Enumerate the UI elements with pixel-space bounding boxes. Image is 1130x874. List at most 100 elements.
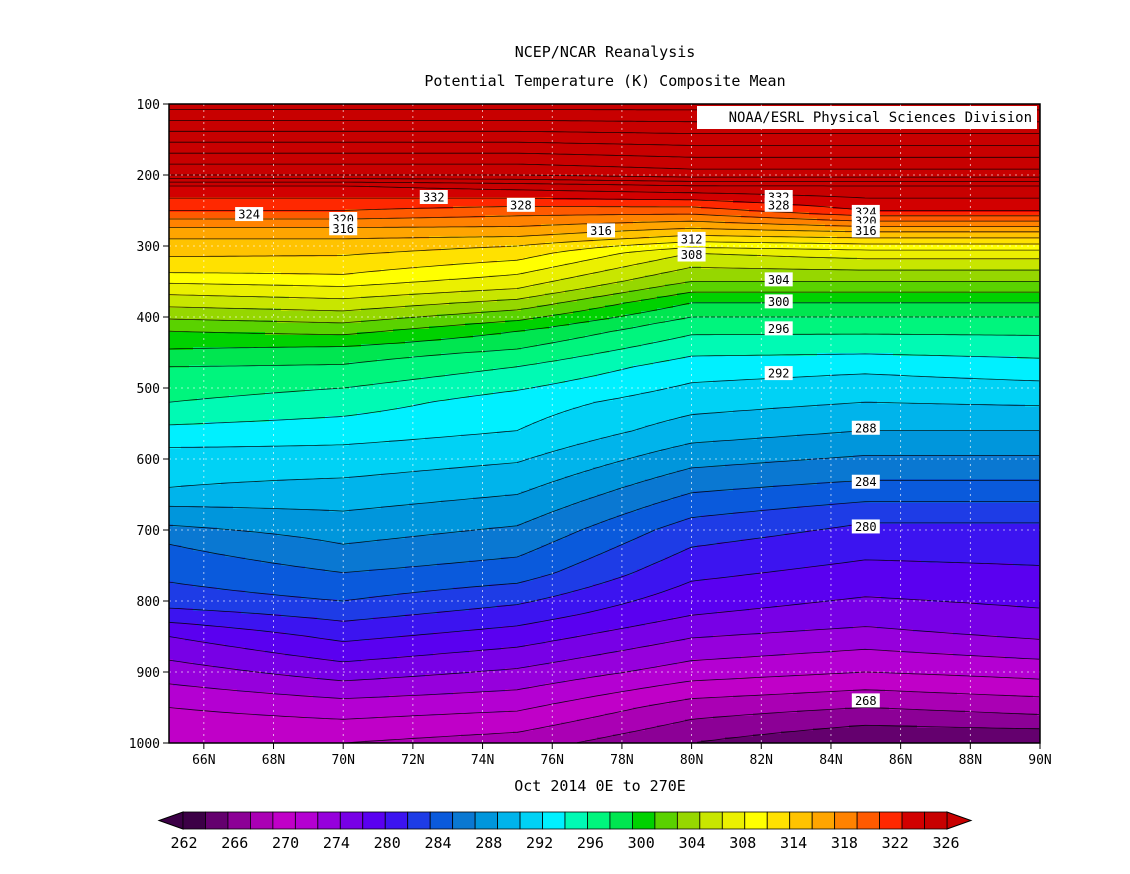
x-tick-label: 78N xyxy=(610,753,633,768)
y-tick-label: 200 xyxy=(137,169,160,184)
contour-label-text: 268 xyxy=(855,694,877,708)
x-tick-label: 88N xyxy=(959,753,982,768)
contour-label-text: 308 xyxy=(681,248,703,262)
colorbar-swatch xyxy=(362,811,386,830)
x-tick-label: 82N xyxy=(750,753,773,768)
y-tick-label: 700 xyxy=(137,524,160,539)
contour-label: 316 xyxy=(587,223,616,238)
colorbar-swatch xyxy=(272,811,296,830)
contour-label: 304 xyxy=(764,272,793,287)
colorbar-swatch xyxy=(811,811,836,830)
colorbar-swatch xyxy=(339,811,364,830)
colorbar-swatch xyxy=(429,811,454,830)
contour-label-text: 328 xyxy=(768,198,790,212)
colorbar-swatch xyxy=(182,811,206,830)
contour-label: 296 xyxy=(764,321,793,336)
chart-subtitle: Potential Temperature (K) Composite Mean xyxy=(424,72,785,90)
contour-labels: 324 3203163323283163123083323283043002962… xyxy=(235,190,880,708)
contour-label: 300 xyxy=(764,294,793,309)
colorbar-tick-label: 308 xyxy=(729,834,756,852)
colorbar-swatch xyxy=(766,811,791,830)
contour-label: 292 xyxy=(764,366,793,381)
colorbar-swatch xyxy=(497,811,521,830)
x-tick-label: 76N xyxy=(540,753,563,768)
contour-label-text: 288 xyxy=(855,421,877,435)
colorbar-swatch xyxy=(789,811,813,830)
y-tick-label: 300 xyxy=(137,240,160,255)
contour-label: 332 xyxy=(419,190,448,205)
contour-label: 312 xyxy=(677,231,706,246)
contour-label-text: 324 xyxy=(238,208,260,222)
colorbar-swatch xyxy=(205,811,229,830)
colorbar-swatch xyxy=(250,811,274,830)
x-tick-label: 66N xyxy=(192,753,215,768)
colorbar-tick-label: 300 xyxy=(628,834,655,852)
colorbar-tick-label: 284 xyxy=(424,834,451,852)
y-tick-label: 800 xyxy=(137,595,160,610)
y-tick-label: 900 xyxy=(137,666,160,681)
contour-label-text: 300 xyxy=(768,295,790,309)
x-tick-label: 72N xyxy=(401,753,424,768)
colorbar-swatch xyxy=(744,811,768,830)
contour-label: 280 xyxy=(851,519,880,534)
contour-label-text: 284 xyxy=(855,475,877,489)
colorbar-tick-label: 304 xyxy=(678,834,705,852)
contour-label-text: 316 xyxy=(855,224,877,238)
colorbar-swatch xyxy=(474,811,498,830)
y-tick-label: 600 xyxy=(137,453,160,468)
colorbar-swatch xyxy=(317,811,341,830)
colorbar-swatch xyxy=(654,811,678,830)
x-axis-label: Oct 2014 0E to 270E xyxy=(514,777,686,795)
colorbar-tick-label: 322 xyxy=(882,834,909,852)
contour-label-text: 332 xyxy=(423,191,445,205)
colorbar-swatch xyxy=(834,811,858,830)
y-tick-label: 400 xyxy=(137,311,160,326)
x-tick-label: 86N xyxy=(889,753,912,768)
colorbar-tick-label: 270 xyxy=(272,834,299,852)
contour-label-text: 296 xyxy=(768,322,790,336)
colorbar-swatch xyxy=(721,811,746,830)
gridlines xyxy=(169,104,1040,743)
contour-label: 288 xyxy=(851,420,880,435)
colorbar-low-arrow xyxy=(157,811,184,830)
x-tick-label: 80N xyxy=(680,753,703,768)
contour-label: 316 xyxy=(851,223,880,238)
contour-label-text: 328 xyxy=(510,198,532,212)
contour-bands xyxy=(169,104,1040,743)
contour-label: 328 xyxy=(506,197,535,212)
x-tick-label: 84N xyxy=(819,753,842,768)
colorbar-swatch xyxy=(452,811,476,830)
colorbar-tick-label: 288 xyxy=(475,834,502,852)
y-tick-label: 100 xyxy=(137,98,160,113)
contour-label: 268 xyxy=(851,693,880,708)
contour-label-text: 292 xyxy=(768,367,790,381)
contour-label-text: 280 xyxy=(855,520,877,534)
annotation-text: NOAA/ESRL Physical Sciences Division xyxy=(729,110,1032,126)
colorbar-tick-label: 262 xyxy=(170,834,197,852)
annotation-box: NOAA/ESRL Physical Sciences Division xyxy=(697,106,1037,129)
colorbar-swatch xyxy=(879,811,903,830)
colorbar-tick-label: 266 xyxy=(221,834,248,852)
colorbar-tick-label: 326 xyxy=(932,834,959,852)
plot-area xyxy=(169,104,1040,743)
colorbar-tick-label: 318 xyxy=(831,834,858,852)
x-tick-label: 90N xyxy=(1028,753,1051,768)
colorbar-swatch xyxy=(676,811,701,830)
contour-label-text: 316 xyxy=(590,224,612,238)
colorbar-tick-label: 296 xyxy=(577,834,604,852)
colorbar-swatch xyxy=(632,811,656,830)
colorbar-swatch xyxy=(294,811,319,830)
colorbar: 262 266 270 274 280 284 288 292 296 300 304 308 314 3… xyxy=(157,811,973,852)
contour-label-text: 316 xyxy=(332,222,354,236)
chart-title: NCEP/NCAR Reanalysis xyxy=(515,43,696,61)
contour-label: 316 xyxy=(329,221,358,236)
colorbar-swatch xyxy=(856,811,880,830)
contour-label-text: 304 xyxy=(768,273,790,287)
colorbar-swatch xyxy=(901,811,925,830)
colorbar-swatch xyxy=(609,811,633,830)
contour-label: 308 xyxy=(677,247,706,262)
y-tick-label: 500 xyxy=(137,382,160,397)
colorbar-tick-label: 280 xyxy=(374,834,401,852)
colorbar-swatch xyxy=(227,811,251,830)
